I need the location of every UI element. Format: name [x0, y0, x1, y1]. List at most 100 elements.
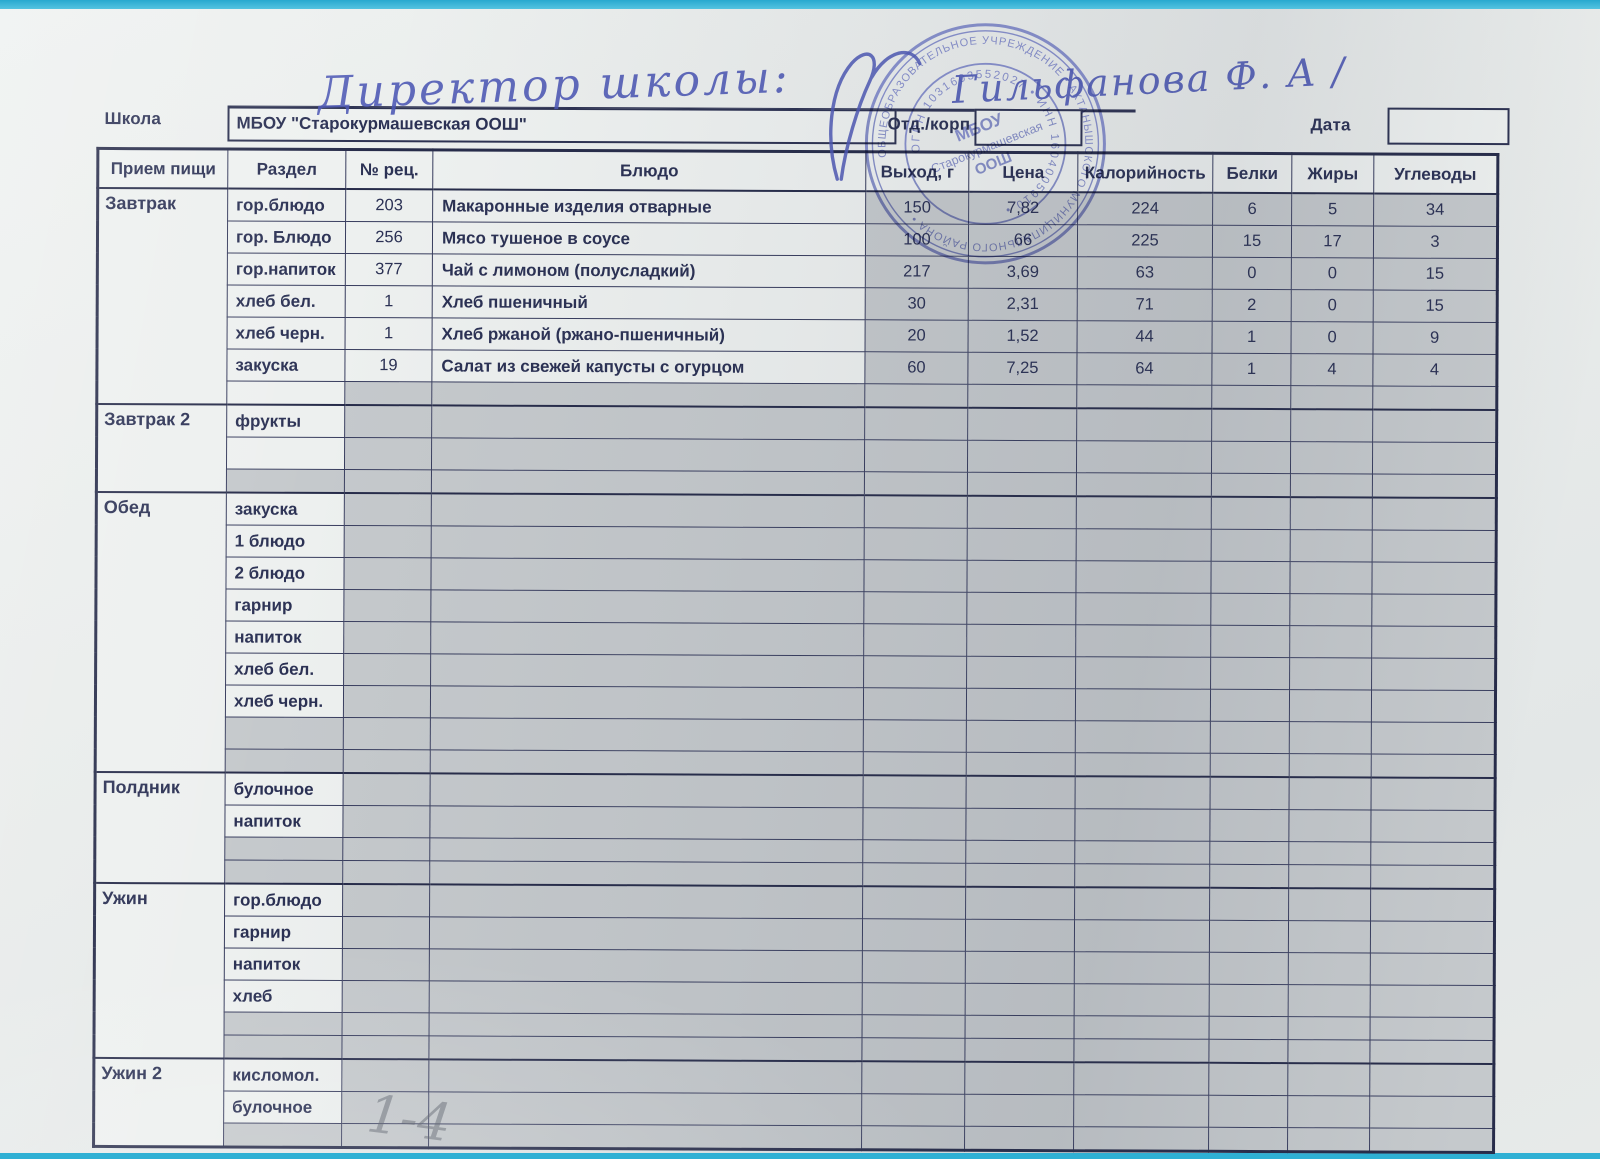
calories-cell [1074, 887, 1210, 921]
recipe-cell: 1 [345, 285, 433, 318]
dish-cell: Хлеб ржаной (ржано-пшеничный) [432, 317, 866, 352]
razdel-cell [224, 1011, 343, 1036]
recipe-cell [343, 621, 431, 654]
output-cell [862, 1014, 966, 1039]
price-cell [964, 1038, 1075, 1063]
protein-cell [1211, 385, 1291, 410]
protein-cell: 15 [1212, 225, 1292, 258]
fat-cell [1287, 1095, 1370, 1128]
protein-cell: 1 [1211, 353, 1292, 386]
razdel-cell: булочное [223, 1090, 342, 1124]
price-cell [967, 407, 1077, 441]
calories-cell [1074, 951, 1210, 985]
calories-cell [1074, 919, 1210, 953]
recipe-cell [342, 860, 430, 885]
recipe-cell [343, 749, 431, 774]
carbs-cell [1372, 497, 1497, 531]
recipe-cell [342, 916, 430, 949]
protein-cell [1210, 721, 1290, 754]
calories-cell [1075, 688, 1211, 722]
carbs-cell: 3 [1373, 226, 1498, 259]
fat-cell [1289, 777, 1372, 810]
output-cell [862, 807, 967, 841]
recipe-cell: 256 [345, 221, 433, 254]
fat-cell: 0 [1291, 257, 1374, 291]
razdel-cell: фрукты [226, 404, 345, 438]
dish-cell [430, 557, 865, 592]
dish-cell: Хлеб пшеничный [432, 285, 866, 320]
recipe-cell [344, 525, 432, 558]
carbs-cell [1371, 721, 1496, 755]
dish-cell [430, 621, 864, 656]
recipe-cell [343, 685, 431, 718]
round-stamp: ОБЩЕОБРАЗОВАТЕЛЬНОЕ УЧРЕЖДЕНИЕ • АКТАНЫШ… [863, 21, 1109, 267]
recipe-cell: 377 [345, 253, 433, 286]
carbs-cell [1372, 386, 1497, 411]
fat-cell: 0 [1291, 289, 1374, 323]
protein-cell [1208, 1039, 1289, 1064]
carbs-cell [1370, 952, 1495, 986]
recipe-cell [343, 557, 432, 590]
carbs-cell [1372, 530, 1497, 563]
signature-flourish [829, 50, 922, 181]
recipe-cell [344, 493, 432, 526]
razdel-cell: хлеб черн. [227, 317, 346, 350]
meal-cell: Полдник [94, 771, 226, 884]
recipe-cell: 203 [345, 189, 433, 222]
recipe-cell [344, 381, 432, 406]
dish-cell [429, 948, 863, 983]
calories-cell [1074, 983, 1210, 1017]
recipe-cell [342, 837, 430, 861]
output-cell [864, 383, 968, 408]
output-cell [861, 1037, 966, 1062]
fat-cell [1290, 385, 1373, 410]
dish-cell: Мясо тушеное в соусе [432, 221, 866, 256]
price-cell [967, 384, 1077, 409]
razdel-cell [223, 1122, 342, 1148]
output-cell [863, 719, 967, 753]
carbs-cell: 15 [1373, 290, 1498, 323]
fat-cell [1287, 1127, 1370, 1152]
razdel-cell [225, 748, 344, 774]
output-cell [864, 471, 968, 496]
price-cell [966, 720, 1076, 753]
fat-cell [1290, 473, 1373, 498]
protein-cell: 6 [1212, 192, 1292, 226]
calories-cell [1073, 1094, 1209, 1128]
table-header: Прием пищи Раздел № рец. Блюдо Выход, г Цена К… [97, 148, 1498, 195]
razdel-cell: напиток [224, 947, 343, 981]
dish-cell [431, 469, 865, 496]
calories-cell [1075, 720, 1211, 754]
output-cell [864, 527, 968, 561]
scanner-bed-strip [0, 0, 1600, 9]
price-cell [966, 752, 1076, 777]
razdel-cell: гор. Блюдо [227, 221, 346, 254]
output-cell [861, 1093, 965, 1127]
protein-cell [1209, 887, 1289, 921]
output-cell [863, 655, 967, 689]
price-cell [967, 495, 1077, 529]
calories-cell [1076, 472, 1212, 497]
carbs-cell: 9 [1373, 322, 1498, 355]
dish-cell [429, 980, 863, 1015]
date-label: Дата [1310, 115, 1351, 135]
protein-cell [1208, 1095, 1288, 1128]
protein-cell [1209, 952, 1289, 985]
price-cell [966, 560, 1077, 593]
carbs-cell [1371, 626, 1496, 659]
price-cell [965, 919, 1075, 952]
price-cell [965, 983, 1075, 1016]
protein-cell [1209, 984, 1289, 1017]
protein-cell [1210, 753, 1290, 778]
fat-cell [1289, 657, 1372, 691]
fat-cell [1287, 1039, 1371, 1064]
recipe-cell [344, 437, 432, 470]
column-header: № рец. [345, 149, 433, 190]
fat-cell [1289, 625, 1372, 659]
price-cell: 1,52 [968, 320, 1078, 353]
recipe-cell [343, 653, 431, 686]
calories-cell [1076, 440, 1212, 474]
protein-cell [1208, 1062, 1288, 1096]
protein-cell [1209, 920, 1289, 953]
dish-cell [430, 685, 864, 720]
